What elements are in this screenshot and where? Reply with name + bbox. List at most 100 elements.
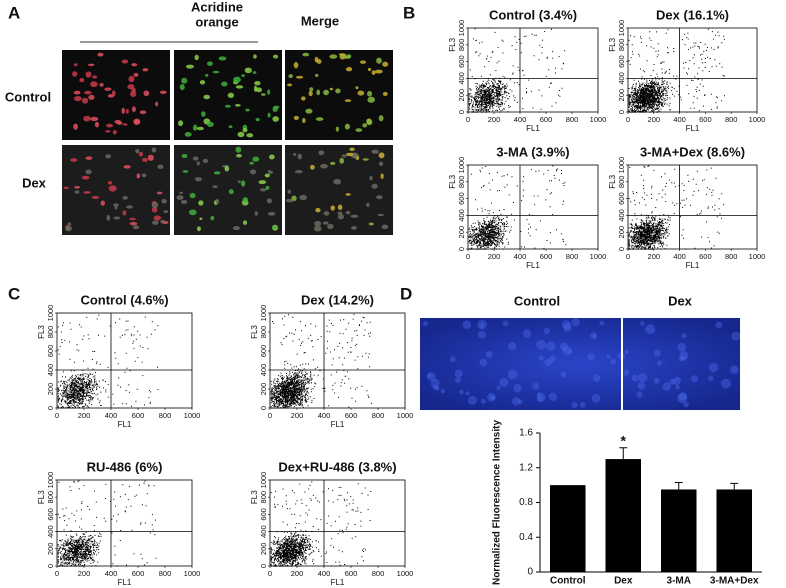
cell (246, 133, 254, 138)
cell (228, 125, 233, 129)
y-tick-label: 1000 (457, 20, 466, 37)
cell (133, 72, 139, 77)
nucleus (590, 332, 597, 339)
y-axis-label: FL3 (250, 325, 259, 339)
cell (308, 90, 313, 97)
nucleus (653, 377, 660, 384)
nucleus (467, 395, 478, 405)
cell (315, 117, 324, 121)
x-tick-label: 800 (566, 252, 579, 261)
nucleus (563, 323, 572, 332)
cell (293, 115, 299, 120)
cell (142, 157, 148, 162)
cell (74, 190, 80, 194)
nucleus (522, 329, 532, 338)
nucleus (631, 374, 639, 382)
cell (227, 92, 235, 98)
cell (180, 199, 188, 205)
y-tick-label: 200 (46, 383, 55, 396)
nucleus (587, 352, 595, 361)
cell (345, 210, 351, 215)
nucleus (571, 317, 580, 327)
cell (259, 188, 267, 192)
cell (367, 90, 373, 97)
nucleus (538, 355, 544, 361)
cell (88, 63, 95, 67)
y-tick-label: 200 (46, 543, 55, 556)
cell (242, 128, 248, 133)
cell (377, 213, 384, 217)
image-label: Dex (668, 293, 693, 308)
cell (213, 171, 221, 175)
nucleus (432, 385, 438, 391)
cell (301, 96, 306, 101)
x-tick-label: 600 (132, 569, 145, 578)
plot-frame (627, 164, 758, 250)
nucleus (669, 378, 676, 385)
nucleus (567, 349, 573, 355)
nucleus (537, 396, 543, 402)
cell (327, 223, 334, 230)
y-tick-label: 1000 (617, 157, 626, 174)
cell (81, 97, 89, 104)
cell (122, 210, 127, 216)
y-tick-label: 0 (617, 110, 626, 114)
cell (315, 207, 321, 213)
x-tick-label: 0 (268, 569, 272, 578)
y-tick-label: 800 (457, 176, 466, 189)
x-tick-label: 3-MA+Dex (710, 576, 759, 587)
x-tick-label: 200 (648, 115, 661, 124)
cell (253, 85, 258, 92)
cell (350, 214, 359, 218)
cell (237, 131, 245, 138)
x-tick-label: 400 (318, 569, 331, 578)
cell (182, 170, 189, 173)
cell (189, 192, 196, 199)
micrograph (285, 145, 393, 235)
nucleus (490, 395, 496, 401)
x-tick-label: 200 (291, 411, 304, 420)
cell (65, 225, 72, 232)
y-axis-label: Normalized Fluorescence Intensity (492, 420, 503, 585)
cell (218, 56, 227, 61)
cell (235, 146, 242, 153)
cell (381, 224, 389, 230)
cell (302, 52, 310, 57)
nucleus (545, 341, 556, 351)
cell (299, 194, 308, 201)
cell (206, 61, 213, 66)
cell (268, 170, 274, 174)
cell (254, 80, 261, 86)
nucleus (465, 391, 470, 396)
x-tick-label: Control (550, 576, 586, 587)
x-tick-label: 600 (132, 411, 145, 420)
cell (114, 205, 118, 210)
cell (74, 186, 81, 189)
bar (549, 485, 586, 572)
nucleus (721, 378, 731, 389)
y-tick-label: 0 (527, 567, 533, 578)
cell (316, 89, 321, 96)
x-tick-label: 400 (673, 115, 686, 124)
cell (212, 70, 220, 74)
cell (378, 115, 384, 122)
nucleus (708, 362, 719, 373)
cell (342, 54, 347, 58)
flow-events (57, 314, 159, 409)
cell (228, 189, 234, 195)
cell (205, 73, 209, 77)
cell (160, 219, 166, 224)
x-tick-label: 600 (699, 252, 712, 261)
x-tick-label: 400 (318, 411, 331, 420)
flow-events (468, 28, 566, 113)
x-axis-label: FL1 (331, 420, 345, 429)
cell (176, 195, 184, 200)
x-tick-label: 800 (725, 252, 738, 261)
y-tick-label: 800 (46, 491, 55, 504)
cell (157, 164, 164, 169)
cell (297, 153, 302, 160)
x-tick-label: 200 (78, 569, 91, 578)
y-tick-label: 1000 (259, 472, 268, 489)
y-tick-label: 600 (46, 345, 55, 358)
